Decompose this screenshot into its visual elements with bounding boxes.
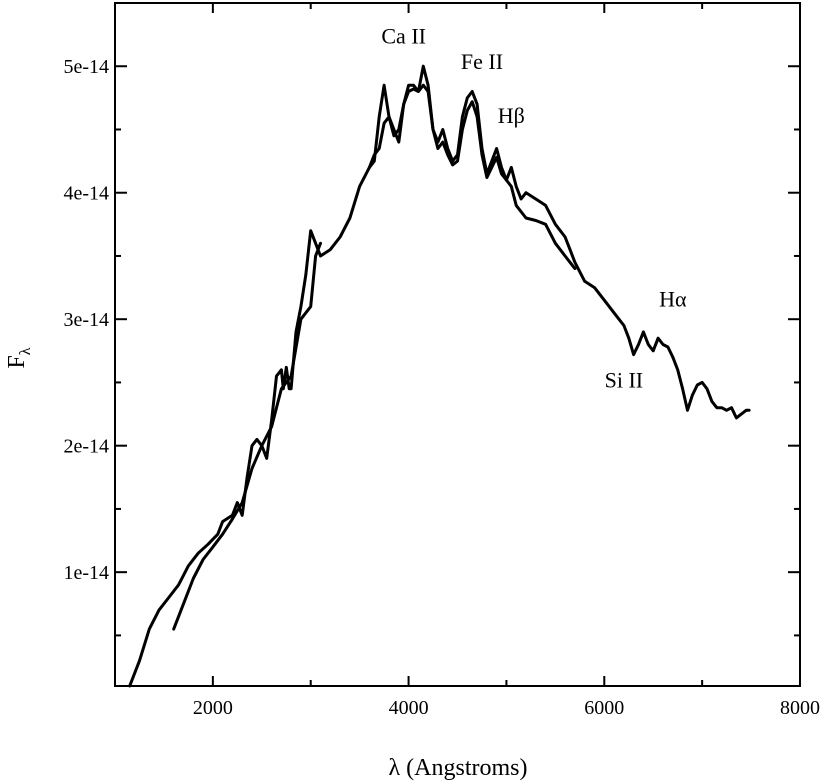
x-tick-label: 2000 xyxy=(193,697,233,719)
line-annotation: Ca II xyxy=(381,23,426,48)
y-axis-label: Fλ xyxy=(4,347,34,368)
annotation-layer: Ca II Fe II Hβ Hα Si II xyxy=(381,23,687,392)
x-tick-label: 4000 xyxy=(389,697,429,719)
y-tick-label: 3e-14 xyxy=(63,309,109,331)
spectrum-series-3 xyxy=(367,83,577,271)
line-annotation: Si II xyxy=(605,368,644,393)
y-axis-label-subscript: λ xyxy=(17,347,34,355)
series-layer xyxy=(128,64,751,688)
y-tick-label: 5e-14 xyxy=(63,56,109,78)
x-axis-label: λ (Angstroms) xyxy=(389,755,528,781)
plot-frame xyxy=(114,2,801,687)
line-annotation: Fe II xyxy=(461,49,503,74)
y-tick-label: 4e-14 xyxy=(63,183,109,205)
x-tick-label: 6000 xyxy=(584,697,624,719)
y-tick-label: 2e-14 xyxy=(63,436,109,458)
x-axis-ticks: 2000 4000 6000 8000 xyxy=(114,3,820,719)
spectrum-series-2 xyxy=(172,241,322,631)
line-annotation: Hα xyxy=(659,287,687,312)
y-tick-label: 1e-14 xyxy=(63,562,109,584)
spectrum-series-1 xyxy=(128,64,751,688)
line-annotation: Hβ xyxy=(498,103,525,128)
x-tick-label: 8000 xyxy=(780,697,820,719)
y-axis-ticks: 1e-14 2e-14 3e-14 4e-14 5e-14 xyxy=(63,56,800,637)
y-axis-label-main: F xyxy=(4,355,30,368)
